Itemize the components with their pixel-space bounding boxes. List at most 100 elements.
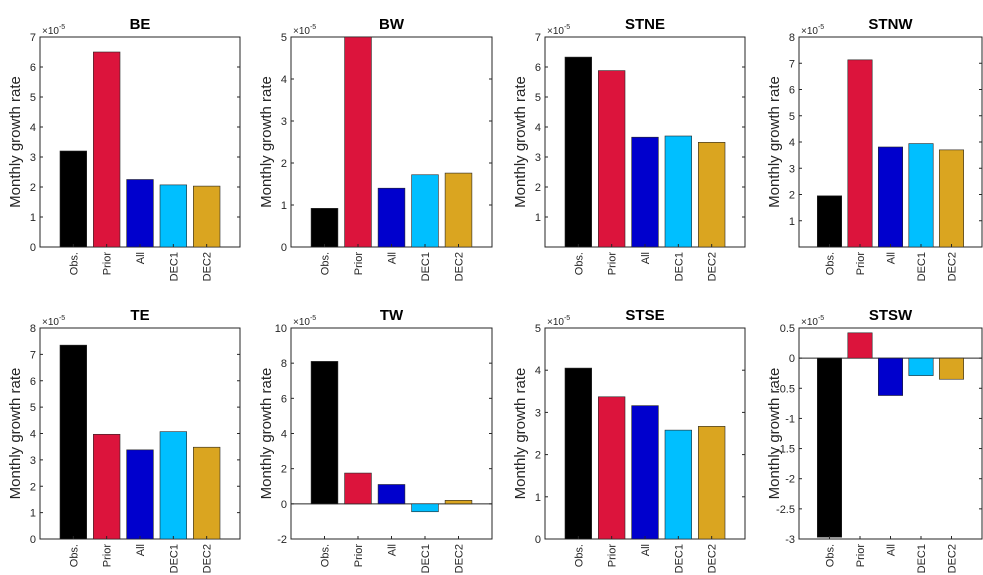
bar-dec1	[908, 143, 934, 248]
chart-title: STNW	[868, 16, 913, 33]
x-tick-label: DEC1	[916, 544, 928, 573]
multiplier-base: ×10	[42, 317, 59, 328]
bar-prior	[847, 332, 873, 359]
multiplier-base: ×10	[42, 26, 59, 37]
bar-prior	[598, 396, 626, 540]
y-axis-label: Monthly growth rate	[258, 368, 275, 500]
chart-panel-stsw: -3 -2.5 -2 -1.5 -1 -0.5 0 0.5 Obs. Prior All DEC1 DE…	[766, 307, 983, 573]
y-tick-label: 6	[789, 85, 795, 97]
y-tick-label: 2	[281, 464, 287, 476]
y-tick-label: 4	[30, 122, 36, 134]
y-tick-label: 6	[535, 62, 541, 74]
y-tick-label: 0	[789, 353, 795, 365]
y-axis-label: Monthly growth rate	[512, 76, 529, 208]
x-tick-label: DEC2	[947, 252, 959, 281]
bar-all	[377, 484, 406, 505]
x-tick-label: DEC1	[673, 252, 685, 281]
y-tick-label: 6	[30, 376, 36, 388]
chart-title: TW	[380, 307, 404, 324]
x-tick-label: Obs.	[825, 544, 837, 567]
multiplier-exponent: -5	[59, 24, 65, 31]
y-tick-label: 8	[281, 358, 287, 370]
multiplier-exponent: -5	[564, 24, 570, 31]
bar-dec1	[159, 431, 187, 540]
bar-dec1	[159, 184, 187, 248]
x-tick-label: DEC1	[168, 544, 180, 573]
x-tick-label: DEC2	[947, 544, 959, 573]
y-tick-label: -1.5	[776, 444, 795, 456]
bar-prior	[344, 36, 372, 248]
x-tick-label: All	[135, 252, 147, 264]
chart-panel-tw: -2 0 2 4 6 8 10 Obs. Prior All DEC1 DEC2 TW Monthly g…	[258, 307, 493, 573]
y-tick-label: 5	[789, 111, 795, 123]
bar-dec1	[664, 429, 692, 540]
bar-all	[126, 179, 154, 248]
axis-multiplier: ×10-5	[547, 24, 570, 37]
y-tick-label: 1	[535, 212, 541, 224]
y-tick-label: 3	[281, 116, 287, 128]
x-tick-label: All	[387, 252, 399, 264]
axis-multiplier: ×10-5	[293, 24, 316, 37]
x-tick-label: Prior	[102, 544, 114, 568]
y-tick-label: 1	[281, 200, 287, 212]
y-axis-label: Monthly growth rate	[766, 76, 783, 208]
bar-dec1	[908, 357, 934, 376]
bar-prior	[598, 70, 626, 248]
y-tick-label: 2	[281, 158, 287, 170]
axis-multiplier: ×10-5	[801, 24, 824, 37]
x-tick-label: Prior	[855, 544, 867, 568]
y-tick-label: 7	[535, 32, 541, 44]
bar-obs	[59, 344, 87, 540]
y-tick-label: 5	[30, 402, 36, 414]
multiplier-exponent: -5	[310, 315, 316, 322]
x-tick-label: All	[886, 252, 898, 264]
y-axis-label: Monthly growth rate	[258, 76, 275, 208]
bar-dec1	[411, 174, 439, 248]
y-tick-label: 2	[30, 481, 36, 493]
y-tick-label: 1	[535, 492, 541, 504]
x-tick-label: Obs.	[573, 252, 585, 275]
y-tick-label: 7	[30, 349, 36, 361]
x-tick-label: Prior	[855, 252, 867, 276]
x-tick-label: DEC2	[454, 252, 466, 281]
x-tick-label: Prior	[353, 252, 365, 276]
chart-title: BE	[130, 16, 151, 33]
x-tick-label: All	[640, 544, 652, 556]
x-tick-label: Obs.	[320, 544, 332, 567]
bar-all	[877, 146, 903, 248]
y-tick-label: 3	[30, 152, 36, 164]
y-tick-label: 5	[281, 32, 287, 44]
y-tick-label: 0	[30, 534, 36, 546]
y-tick-label: 0	[535, 534, 541, 546]
y-tick-label: -2.5	[776, 504, 795, 516]
y-tick-label: 2	[535, 450, 541, 462]
chart-panel-stne: 1 2 3 4 5 6 7 Obs. Prior All DEC1 DEC2 STNE Monthly g…	[512, 16, 746, 281]
bar-prior	[344, 472, 372, 505]
y-tick-label: 3	[535, 152, 541, 164]
y-tick-label: 2	[789, 190, 795, 202]
bar-obs	[310, 361, 339, 505]
y-tick-label: 8	[789, 32, 795, 44]
x-tick-label: DEC1	[916, 252, 928, 281]
x-tick-label: Prior	[607, 544, 619, 568]
chart-title: STSE	[625, 307, 664, 324]
x-tick-label: All	[886, 544, 898, 556]
x-tick-label: DEC2	[202, 252, 214, 281]
bar-dec2	[193, 446, 221, 540]
bar-prior	[93, 433, 121, 540]
bar-all	[631, 405, 659, 540]
multiplier-base: ×10	[293, 317, 310, 328]
y-tick-label: 3	[535, 407, 541, 419]
y-axis-label: Monthly growth rate	[512, 368, 529, 500]
x-tick-label: DEC2	[707, 252, 719, 281]
x-tick-label: Obs.	[825, 252, 837, 275]
y-tick-label: 6	[281, 393, 287, 405]
x-tick-label: Obs.	[573, 544, 585, 567]
y-tick-label: 5	[535, 92, 541, 104]
bar-dec2	[193, 185, 221, 248]
bar-obs	[564, 56, 592, 248]
y-tick-label: -0.5	[776, 383, 795, 395]
y-tick-label: 3	[789, 163, 795, 175]
x-tick-label: DEC1	[673, 544, 685, 573]
x-tick-label: All	[387, 544, 399, 556]
